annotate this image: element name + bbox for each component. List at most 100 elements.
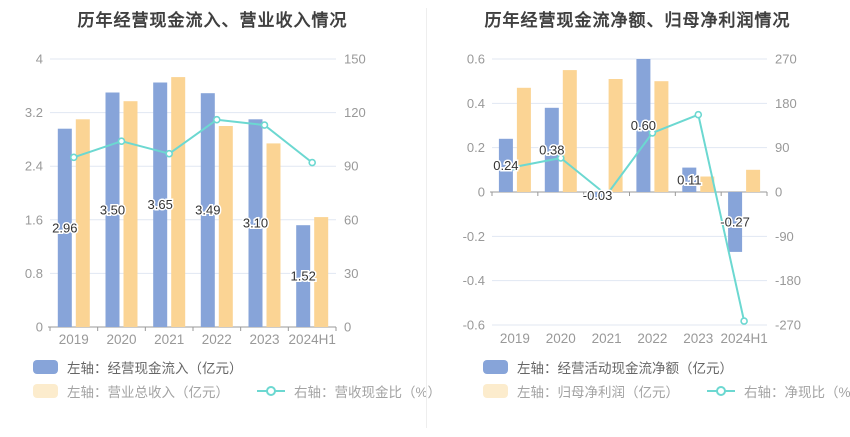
svg-text:2.4: 2.4 <box>25 159 43 174</box>
svg-text:90: 90 <box>344 159 358 174</box>
line-point-marker <box>70 153 78 162</box>
svg-text:2024H1: 2024H1 <box>720 331 767 346</box>
svg-text:3.49: 3.49 <box>195 203 220 218</box>
legend-row: 左轴：经营现金流入（亿元） <box>33 357 425 377</box>
line-point-marker <box>117 137 126 145</box>
svg-text:60: 60 <box>344 212 358 227</box>
legend-item-net-cash-ratio[interactable]: 右轴：净现比（%） <box>707 381 850 401</box>
svg-text:3.2: 3.2 <box>25 105 43 120</box>
svg-text:0.6: 0.6 <box>467 52 485 67</box>
svg-text:-0.6: -0.6 <box>463 318 485 333</box>
cash-inflow-revenue-chart: 历年经营现金流入、营业收入情况 0 0.8 1.6 2.4 3.2 4 0 30 60 90 120… <box>0 0 425 437</box>
line-point-marker <box>213 115 221 124</box>
legend-row: 左轴：经营活动现金流净额（亿元） <box>483 357 850 377</box>
net-cashflow-profit-chart: 历年经营现金流净额、归母净利润情况 -0.6 -0.4 -0.2 0 0.2 0.4 0.6… <box>425 0 850 437</box>
svg-text:0: 0 <box>344 320 351 335</box>
svg-text:-0.2: -0.2 <box>463 229 485 244</box>
gridlines <box>492 58 767 326</box>
svg-text:0.24: 0.24 <box>493 158 518 173</box>
legend-label: 左轴：经营活动现金流净额（亿元） <box>517 361 733 376</box>
svg-text:0.4: 0.4 <box>467 96 485 111</box>
x-axis <box>490 191 768 196</box>
svg-text:-0.4: -0.4 <box>463 273 485 288</box>
svg-text:270: 270 <box>775 52 797 67</box>
svg-text:2024H1: 2024H1 <box>289 332 336 347</box>
bar-value-labels: 2.96 3.50 3.65 3.49 3.10 1.52 <box>51 196 318 285</box>
svg-text:2019: 2019 <box>59 332 89 347</box>
svg-text:4: 4 <box>36 52 43 67</box>
line-point-marker <box>602 191 611 199</box>
svg-text:3.65: 3.65 <box>148 197 173 212</box>
svg-text:-0.27: -0.27 <box>720 214 750 229</box>
svg-text:2023: 2023 <box>683 331 713 346</box>
line-point-marker <box>260 121 269 129</box>
svg-text:3.10: 3.10 <box>243 216 268 231</box>
legend-item-net-operating-cashflow[interactable]: 左轴：经营活动现金流净额（亿元） <box>483 357 733 377</box>
line-point-marker <box>557 154 565 162</box>
legend-label: 左轴：经营现金流入（亿元） <box>67 361 243 376</box>
line-point-marker <box>511 163 519 171</box>
svg-text:180: 180 <box>775 96 797 111</box>
bar-swatch-icon <box>483 360 508 374</box>
bar-series-0 <box>57 82 311 327</box>
svg-text:3.50: 3.50 <box>100 202 125 217</box>
legend-label: 左轴：营业总收入（亿元） <box>67 385 229 400</box>
legend-row: 左轴：归母净利润（亿元） 右轴：净现比（%） <box>483 381 850 401</box>
svg-text:-0.03: -0.03 <box>583 188 613 203</box>
ratio-line-series <box>70 115 317 167</box>
svg-text:-180: -180 <box>775 273 801 288</box>
line-point-marker <box>165 149 173 158</box>
chart-title: 历年经营现金流入、营业收入情况 <box>77 11 348 30</box>
svg-text:150: 150 <box>344 52 366 67</box>
svg-text:0.60: 0.60 <box>631 118 656 133</box>
legend-item-operating-cash-inflow[interactable]: 左轴：经营现金流入（亿元） <box>33 357 243 377</box>
svg-text:2022: 2022 <box>202 332 232 347</box>
chart-divider <box>426 8 427 428</box>
svg-text:0: 0 <box>775 185 782 200</box>
right-axis-labels: 0 30 60 90 120 150 <box>344 52 366 335</box>
gridlines <box>50 58 336 274</box>
svg-text:0: 0 <box>478 185 485 200</box>
svg-text:0.11: 0.11 <box>677 172 701 187</box>
category-labels: 2019 2020 2021 2022 2023 2024H1 <box>59 332 336 347</box>
bar-series-1 <box>75 77 329 327</box>
line-point-marker <box>694 110 703 119</box>
bar-swatch-icon <box>33 360 58 374</box>
svg-text:2022: 2022 <box>637 331 667 346</box>
bar-series-1 <box>516 70 761 192</box>
bar-series-0 <box>498 59 743 252</box>
right-axis-labels: -270 -180 -90 0 90 180 270 <box>775 52 801 333</box>
line-legend-icon <box>257 384 285 398</box>
x-axis <box>48 326 337 331</box>
svg-text:2021: 2021 <box>154 332 184 347</box>
svg-text:90: 90 <box>775 140 789 155</box>
legend-item-total-revenue[interactable]: 左轴：营业总收入（亿元） <box>33 381 229 401</box>
svg-text:0.38: 0.38 <box>539 142 564 157</box>
legend-label: 左轴：归母净利润（亿元） <box>517 385 679 400</box>
svg-text:1.6: 1.6 <box>25 212 43 227</box>
bar-swatch-icon <box>483 384 508 398</box>
legend-label: 右轴：营收现金比（%） <box>294 385 442 400</box>
svg-text:0.2: 0.2 <box>467 140 485 155</box>
svg-text:2.96: 2.96 <box>52 220 77 235</box>
svg-text:1.52: 1.52 <box>291 269 316 284</box>
left-axis-labels: 0 0.8 1.6 2.4 3.2 4 <box>25 52 43 335</box>
legend: 左轴：经营活动现金流净额（亿元） 左轴：归母净利润（亿元） 右轴：净现比（%） <box>425 357 850 401</box>
svg-text:2019: 2019 <box>500 331 530 346</box>
svg-text:2021: 2021 <box>592 331 622 346</box>
ratio-line-series <box>511 110 748 325</box>
svg-text:0: 0 <box>36 320 43 335</box>
svg-text:30: 30 <box>344 266 358 281</box>
svg-text:2020: 2020 <box>546 331 576 346</box>
svg-text:-270: -270 <box>775 318 801 333</box>
legend-item-revenue-cash-ratio[interactable]: 右轴：营收现金比（%） <box>257 381 441 401</box>
legend-item-net-profit[interactable]: 左轴：归母净利润（亿元） <box>483 381 679 401</box>
svg-text:0.8: 0.8 <box>25 266 43 281</box>
line-point-marker <box>740 317 748 325</box>
svg-text:-90: -90 <box>775 229 794 244</box>
legend: 左轴：经营现金流入（亿元） 左轴：营业总收入（亿元） 右轴：营收现金比（%） <box>0 357 441 401</box>
svg-text:2020: 2020 <box>106 332 136 347</box>
line-legend-icon <box>707 384 735 398</box>
svg-text:2023: 2023 <box>249 332 279 347</box>
